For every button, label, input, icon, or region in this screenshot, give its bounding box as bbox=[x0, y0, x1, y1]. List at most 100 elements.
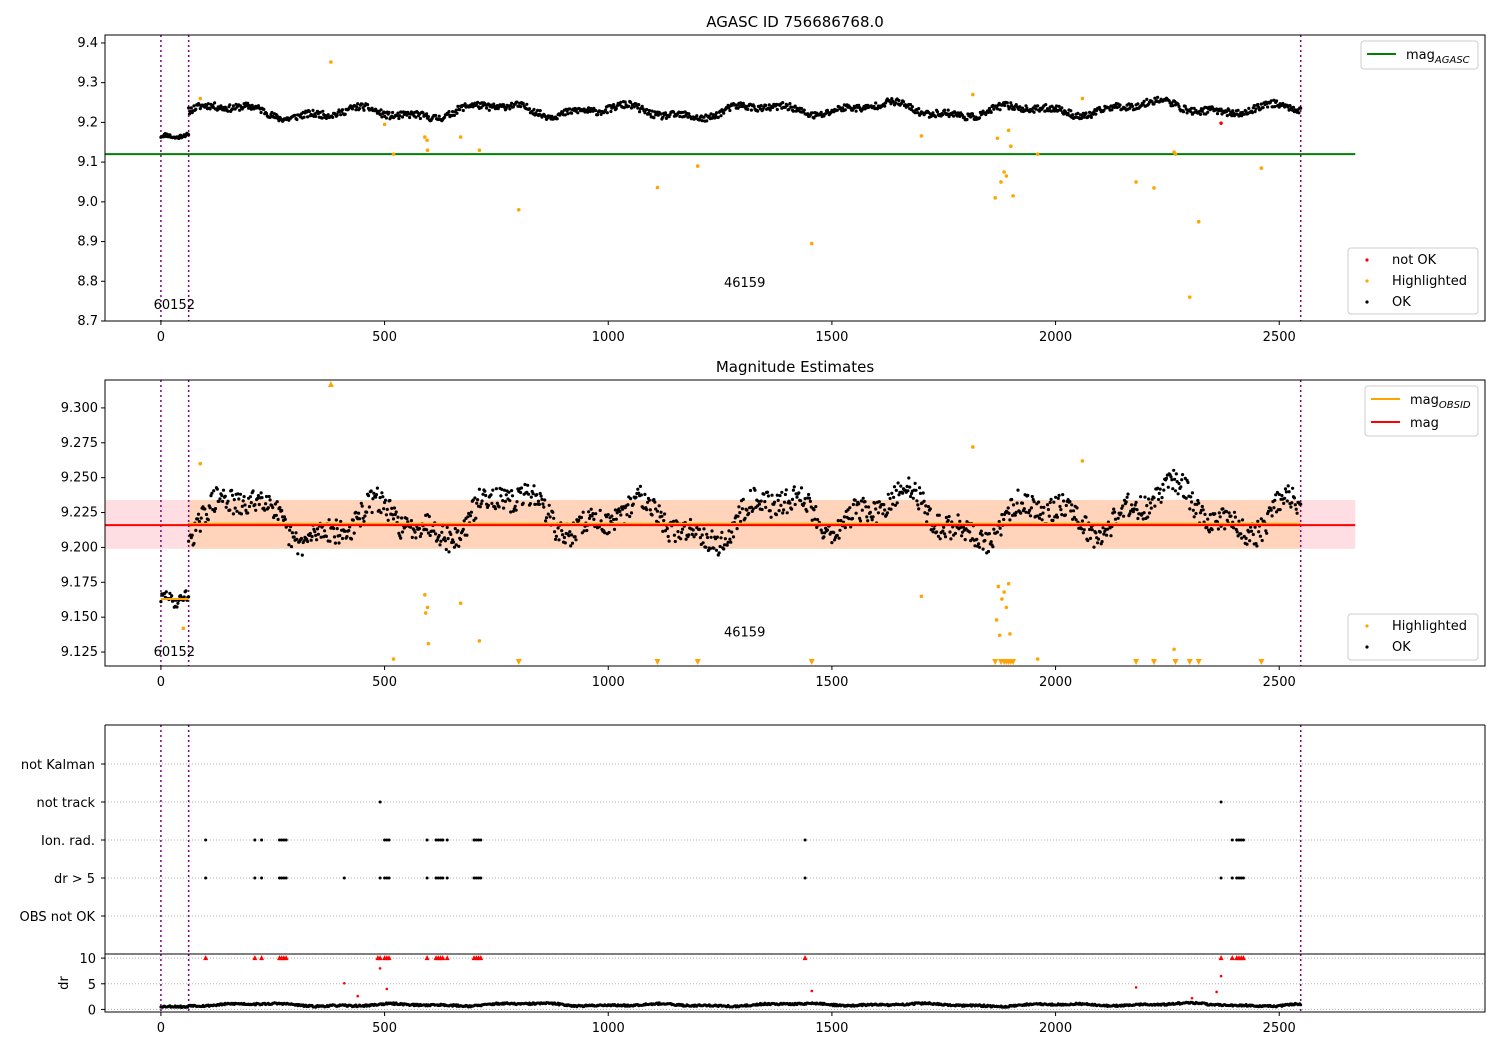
data-point-ok bbox=[1037, 516, 1042, 520]
data-point-ok bbox=[357, 517, 362, 521]
data-point-ok bbox=[851, 502, 856, 507]
data-point-ok bbox=[1218, 515, 1222, 519]
agasc-annotation-obsid-46159: 46159 bbox=[724, 276, 765, 291]
data-point-highlighted bbox=[655, 185, 660, 190]
data-point-ok bbox=[1096, 541, 1100, 545]
data-point-ok bbox=[333, 541, 337, 545]
data-point-ok bbox=[814, 505, 818, 509]
data-point-ok bbox=[1059, 108, 1063, 112]
data-point-ok bbox=[232, 498, 236, 502]
y-tick-label: 0 bbox=[88, 1003, 96, 1018]
data-point-ok bbox=[1247, 530, 1251, 534]
data-point-ok bbox=[858, 516, 862, 521]
data-point-ok bbox=[352, 531, 356, 535]
data-point-ok bbox=[187, 539, 191, 543]
data-point-ok bbox=[832, 531, 836, 535]
data-point-ok bbox=[747, 511, 751, 515]
data-point-ok bbox=[913, 481, 917, 485]
data-point-ok bbox=[1236, 108, 1240, 112]
data-point-ok bbox=[1249, 525, 1253, 529]
data-point-ok bbox=[764, 505, 768, 509]
flag-point bbox=[253, 838, 257, 842]
data-point-ok bbox=[461, 527, 465, 532]
data-point-ok bbox=[338, 533, 342, 538]
data-point-ok bbox=[418, 534, 422, 539]
data-point-ok bbox=[1026, 493, 1030, 497]
data-point-ok bbox=[226, 499, 230, 503]
data-point-ok bbox=[553, 537, 558, 542]
flag-point bbox=[1235, 838, 1239, 842]
data-point-ok bbox=[462, 519, 466, 523]
data-point-ok bbox=[177, 136, 181, 141]
data-point-ok bbox=[339, 519, 343, 524]
data-point-ok bbox=[243, 503, 247, 507]
data-point-ok bbox=[1177, 104, 1181, 109]
data-point-ok bbox=[843, 108, 847, 112]
flag-point bbox=[1239, 838, 1243, 842]
data-point-ok bbox=[378, 496, 382, 500]
data-point-ok bbox=[399, 536, 403, 540]
data-point-ok bbox=[495, 501, 499, 505]
data-point-ok bbox=[1076, 111, 1080, 115]
flag-point bbox=[1219, 800, 1223, 804]
data-point-ok bbox=[888, 496, 892, 501]
data-point-ok bbox=[372, 491, 376, 495]
data-point-ok bbox=[1061, 493, 1065, 497]
data-point-highlighted bbox=[919, 594, 924, 599]
data-point-ok bbox=[501, 499, 505, 503]
y-tick-label: 8.8 bbox=[77, 274, 98, 289]
data-point-ok bbox=[471, 498, 475, 502]
data-point-ok bbox=[905, 484, 909, 488]
data-point-ok bbox=[246, 101, 250, 105]
data-point-ok bbox=[1130, 104, 1135, 108]
data-point-ok bbox=[849, 525, 853, 529]
data-point-ok bbox=[400, 115, 405, 119]
flag-point bbox=[378, 876, 382, 880]
data-point-ok bbox=[1003, 103, 1007, 108]
data-point-ok bbox=[627, 104, 631, 108]
data-point-ok bbox=[739, 519, 743, 524]
dr-clipped-marker bbox=[1229, 955, 1235, 961]
data-point-ok bbox=[513, 504, 517, 508]
data-point-ok bbox=[595, 113, 600, 117]
data-point-ok bbox=[268, 498, 272, 502]
data-point-ok bbox=[1284, 490, 1288, 494]
data-point-ok bbox=[587, 516, 592, 521]
data-point-ok bbox=[882, 503, 886, 507]
data-point-ok bbox=[797, 491, 801, 495]
data-point-ok bbox=[1250, 111, 1254, 115]
data-point-ok bbox=[897, 98, 901, 103]
data-point-highlighted bbox=[1173, 152, 1178, 156]
flag-point bbox=[445, 838, 449, 842]
data-point-ok bbox=[1149, 506, 1153, 510]
data-point-ok bbox=[1261, 106, 1265, 110]
data-point-ok bbox=[892, 495, 896, 499]
data-point-ok bbox=[371, 497, 375, 501]
data-point-ok bbox=[799, 106, 804, 111]
data-point-ok bbox=[719, 114, 723, 118]
data-point-ok bbox=[890, 491, 894, 495]
data-point-ok bbox=[439, 539, 443, 543]
data-point-ok bbox=[1040, 518, 1044, 522]
data-point-ok bbox=[419, 532, 423, 536]
data-point-ok bbox=[997, 520, 1001, 524]
dr-point bbox=[1299, 1003, 1303, 1007]
data-point-ok bbox=[1051, 518, 1055, 523]
dr-clipped-marker bbox=[377, 955, 383, 961]
data-point-ok bbox=[607, 530, 611, 535]
data-point-ok bbox=[308, 531, 312, 536]
data-point-ok bbox=[1277, 492, 1281, 496]
data-point-ok bbox=[321, 109, 325, 113]
x-tick-label: 1000 bbox=[592, 1021, 625, 1036]
data-point-ok bbox=[418, 116, 422, 121]
data-point-ok bbox=[379, 510, 383, 515]
data-point-ok bbox=[589, 507, 593, 511]
flag-point bbox=[383, 876, 387, 880]
data-point-ok bbox=[264, 111, 269, 116]
data-point-ok bbox=[499, 494, 503, 498]
data-point-ok bbox=[778, 494, 782, 498]
data-point-ok bbox=[991, 545, 995, 549]
data-point-ok bbox=[1203, 512, 1207, 517]
data-point-ok bbox=[752, 104, 756, 108]
data-point-ok bbox=[623, 100, 627, 104]
